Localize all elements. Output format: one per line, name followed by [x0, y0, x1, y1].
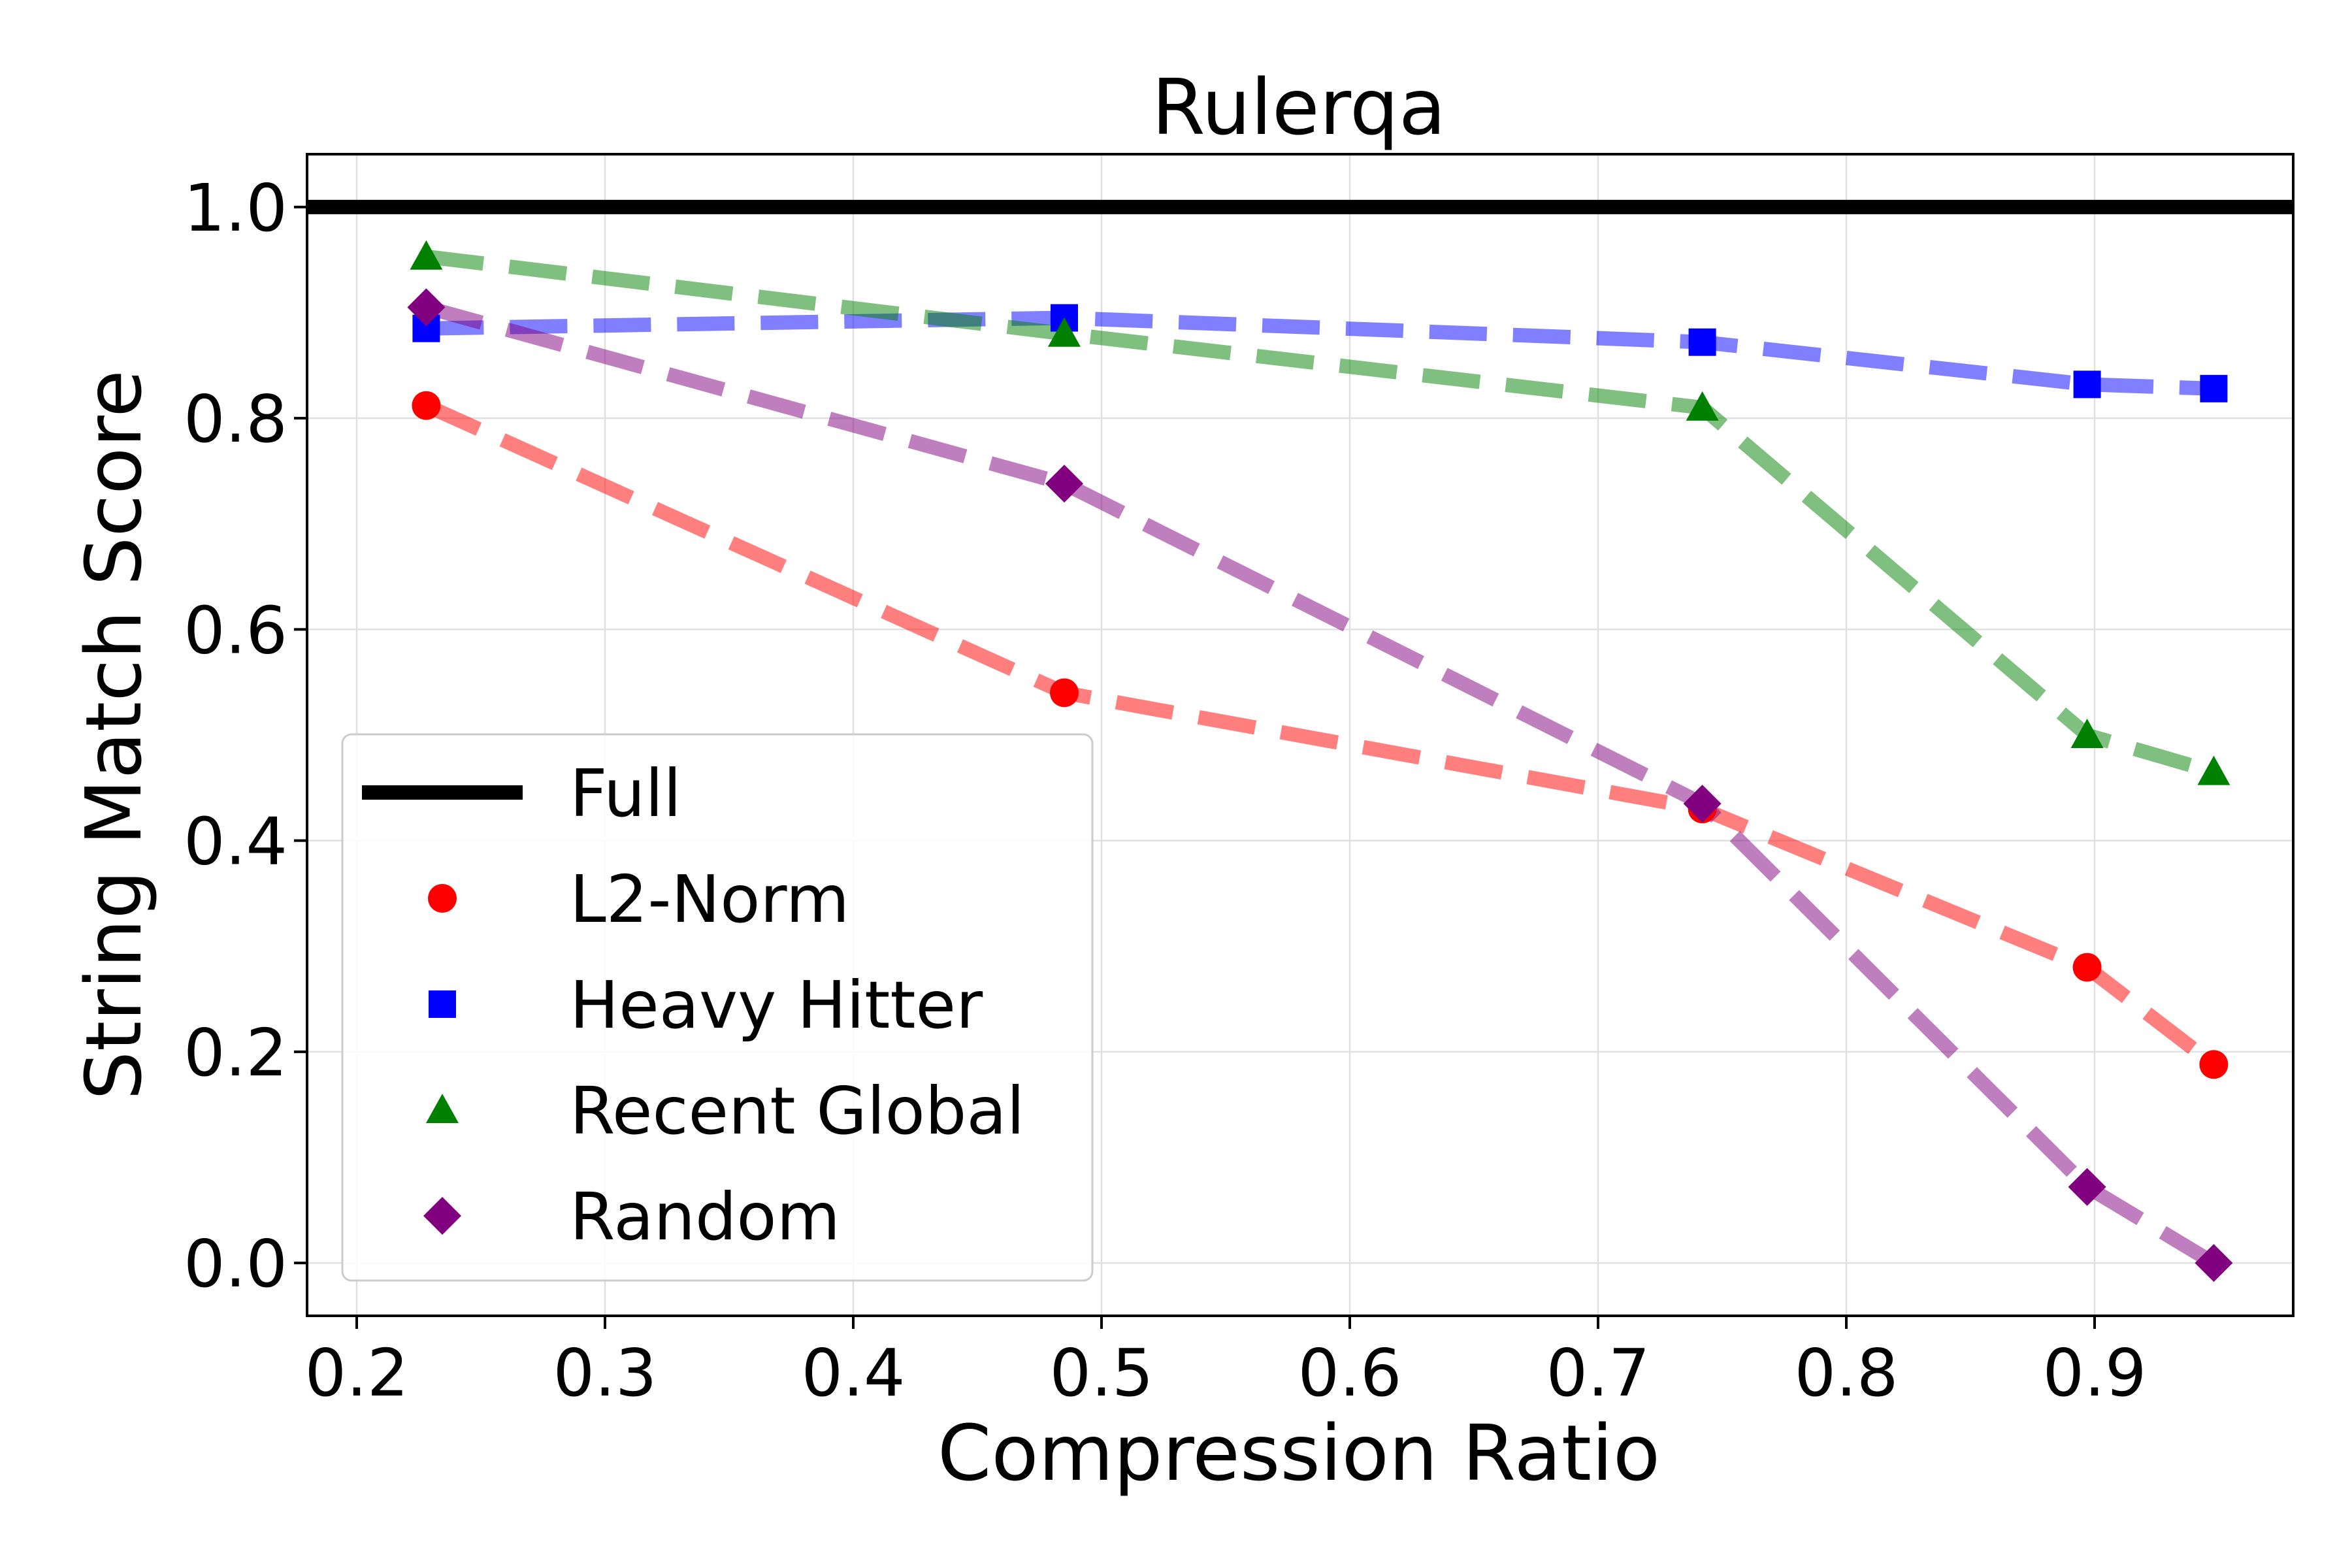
legend-label: Random — [570, 1179, 840, 1255]
x-axis-ticks: 0.2 0.3 0.4 0.5 0.6 0.7 0.8 0.9 — [304, 1316, 2147, 1411]
l2-norm-point — [2199, 1050, 2229, 1079]
series-markers — [407, 240, 2233, 1282]
legend-recent-global-swatch — [426, 1094, 459, 1123]
y-axis-label: String Match Score — [69, 370, 159, 1100]
l2-norm-point — [412, 391, 441, 420]
y-tick-label: 0.0 — [184, 1226, 287, 1302]
legend-heavy-hitter-swatch — [429, 990, 456, 1018]
l2-norm-point — [2072, 953, 2102, 982]
random-point — [1683, 785, 1722, 823]
y-tick-label: 0.6 — [184, 592, 287, 668]
legend-label: Heavy Hitter — [570, 967, 983, 1043]
recent-global-point — [410, 240, 443, 270]
x-axis-label: Compression Ratio — [938, 1408, 1660, 1498]
heavy-hitter-point — [2073, 370, 2101, 399]
x-tick-label: 0.2 — [304, 1335, 408, 1411]
legend: Full L2-Norm Heavy Hitter Recent Global Rand… — [341, 733, 1094, 1282]
heavy-hitter-point — [1688, 328, 1716, 356]
recent-global-line — [425, 249, 2216, 779]
y-tick-label: 1.0 — [184, 170, 287, 246]
random-point — [407, 288, 446, 327]
y-tick-label: 0.8 — [184, 381, 287, 457]
heavy-hitter-point — [2200, 374, 2228, 402]
x-tick-label: 0.6 — [1298, 1335, 1401, 1411]
plot-frame — [306, 153, 2295, 1317]
x-tick-label: 0.4 — [801, 1335, 905, 1411]
chart-title: Rulerqa — [1152, 62, 1446, 152]
recent-global-point — [1686, 391, 1719, 421]
random-point — [2195, 1244, 2233, 1282]
recent-global-point — [2197, 755, 2230, 785]
y-tick-label: 0.2 — [184, 1015, 287, 1091]
l2-norm-point — [1050, 678, 1079, 708]
recent-global-point — [2070, 719, 2104, 748]
y-axis-ticks: 0.0 0.2 0.4 0.6 0.8 1.0 — [184, 170, 307, 1302]
x-tick-label: 0.7 — [1546, 1335, 1650, 1411]
legend-label: L2-Norm — [570, 861, 849, 938]
legend-label: Full — [570, 755, 681, 832]
random-point — [1045, 465, 1083, 503]
legend-random-swatch — [423, 1197, 461, 1235]
x-tick-label: 0.3 — [553, 1335, 657, 1411]
recent-global-point — [1048, 317, 1081, 347]
random-point — [2068, 1168, 2106, 1206]
x-tick-label: 0.8 — [1794, 1335, 1898, 1411]
y-tick-label: 0.4 — [184, 804, 287, 880]
x-tick-label: 0.5 — [1049, 1335, 1153, 1411]
legend-label: Recent Global — [570, 1073, 1024, 1149]
legend-box — [341, 733, 1094, 1282]
x-tick-label: 0.9 — [2042, 1335, 2146, 1411]
legend-l2-norm-swatch — [428, 884, 457, 913]
